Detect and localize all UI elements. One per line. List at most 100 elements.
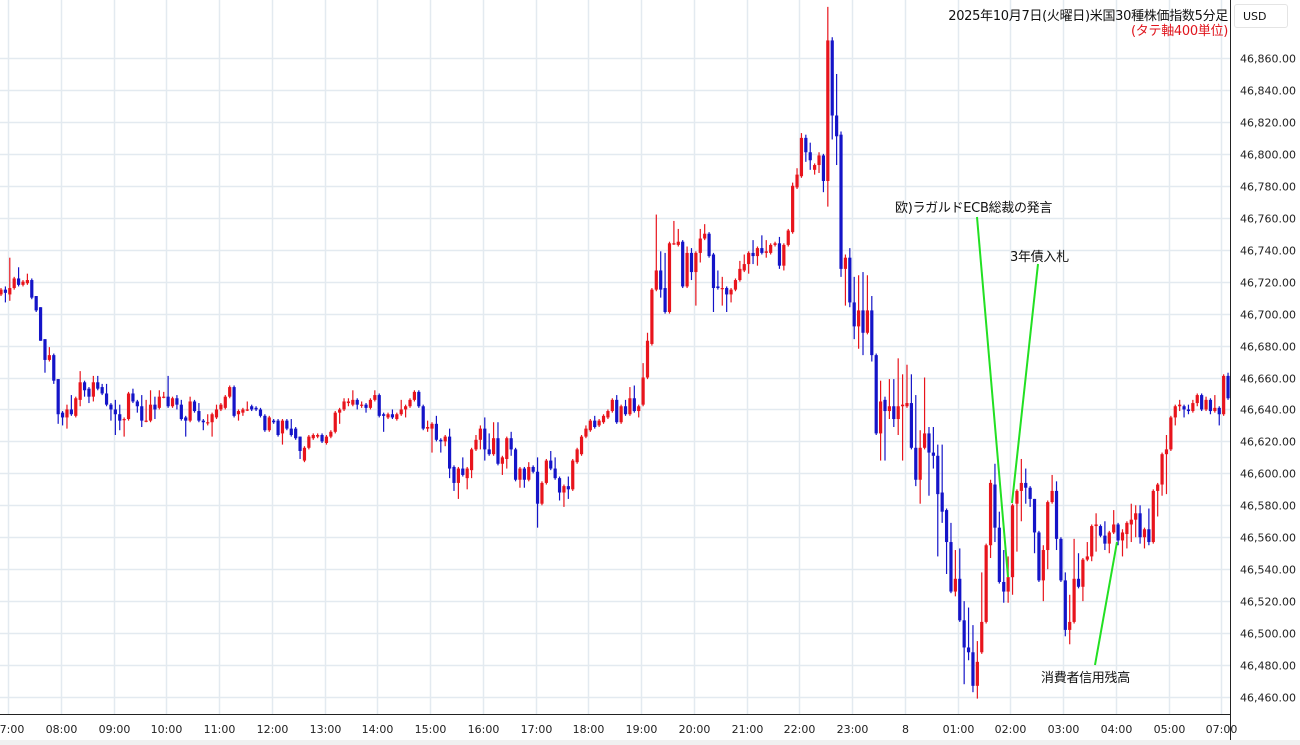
candle-body — [685, 252, 689, 287]
candle-up — [170, 396, 175, 408]
candle-up — [505, 436, 509, 469]
candle-up — [342, 398, 346, 412]
candle-up — [782, 243, 786, 271]
candle-body — [848, 257, 852, 303]
candle-down — [1028, 486, 1032, 507]
candle-body — [412, 391, 417, 400]
candle-up — [733, 278, 738, 292]
candle-up — [157, 390, 161, 410]
candle-body — [461, 468, 465, 475]
candle-up — [628, 387, 632, 416]
candle-body — [1226, 375, 1230, 399]
x-tick-label: 07:00 — [1206, 723, 1238, 736]
candle-body — [808, 152, 812, 161]
candle-down — [250, 404, 254, 412]
candle-down — [531, 465, 535, 474]
candle-body — [302, 447, 307, 461]
candle-body — [78, 382, 82, 400]
candle-body — [799, 137, 804, 177]
candle-down — [1116, 522, 1120, 546]
candle-body — [87, 388, 91, 397]
candle-up — [703, 224, 707, 241]
candle-down — [615, 395, 619, 424]
candle-down — [716, 270, 720, 290]
candle-body — [887, 406, 891, 412]
candle-body — [1072, 578, 1076, 622]
candle-down — [707, 232, 711, 258]
candle-body — [865, 310, 870, 333]
candle-body — [725, 288, 729, 295]
candle-up — [1046, 500, 1050, 570]
candle-body — [82, 382, 87, 391]
candle-down — [382, 412, 386, 432]
candle-body — [615, 399, 619, 423]
candle-body — [56, 379, 60, 415]
candle-up — [619, 404, 623, 424]
candle-up — [126, 391, 131, 421]
annotation-line-lagarde — [976, 216, 1009, 578]
candle-body — [307, 436, 311, 448]
candle-body — [140, 406, 144, 421]
candle-body — [857, 310, 861, 327]
candle-down — [861, 272, 865, 356]
candle-down — [56, 379, 60, 424]
candle-body — [896, 406, 900, 420]
candle-body — [219, 404, 223, 410]
candle-down — [461, 457, 465, 477]
candle-body — [426, 427, 430, 429]
candle-body — [452, 466, 456, 483]
candle-down — [839, 131, 843, 277]
currency-button[interactable]: USD — [1234, 4, 1288, 28]
candle-up — [408, 398, 412, 408]
candle-up — [685, 246, 689, 289]
candle-up — [742, 254, 746, 273]
candle-body — [1103, 535, 1107, 544]
candle-body — [1006, 577, 1010, 592]
candle-body — [1191, 403, 1195, 412]
candle-body — [997, 527, 1001, 582]
candle-down — [1098, 524, 1103, 538]
candle-down — [1063, 572, 1067, 637]
candle-up — [1085, 542, 1089, 562]
candle-up — [456, 466, 460, 499]
candle-down — [439, 438, 443, 453]
candle-down — [944, 508, 949, 574]
candle-body — [610, 399, 614, 412]
candle-up — [91, 375, 95, 402]
candle-body — [364, 404, 368, 408]
y-tick-label: 46,600.00 — [1240, 468, 1296, 481]
candle-body — [1178, 404, 1182, 407]
candle-up — [747, 251, 751, 274]
x-tick-label: 21:00 — [732, 723, 764, 736]
candle-body — [1059, 538, 1063, 581]
candle-down — [997, 511, 1001, 584]
candle-up — [953, 550, 957, 597]
candle-up — [1164, 435, 1169, 495]
candle-up — [395, 412, 399, 421]
candle-body — [1112, 524, 1116, 533]
candle-down — [421, 404, 425, 431]
candle-body — [201, 420, 205, 423]
x-tick-label: 14:00 — [362, 723, 394, 736]
candle-down — [1182, 404, 1186, 418]
candle-up — [1151, 489, 1155, 544]
candle-down — [535, 457, 540, 528]
candle-body — [751, 252, 755, 257]
candle-up — [214, 404, 219, 420]
candle-down — [417, 390, 421, 408]
y-tick-label: 46,460.00 — [1240, 692, 1296, 705]
candle-body — [443, 436, 447, 442]
candle-down — [914, 395, 918, 487]
candle-body — [228, 387, 232, 397]
time-axis[interactable]: 07:00 08:00 09:00 10:00 11:00 12:00 13:00 14:00… — [0, 723, 1237, 736]
candle-up — [500, 455, 504, 475]
candle-body — [777, 243, 782, 266]
y-tick-label: 46,740.00 — [1240, 245, 1296, 258]
candle-down — [931, 427, 935, 469]
candle-body — [272, 420, 276, 423]
candle-up — [1125, 521, 1129, 549]
candle-body — [1125, 522, 1129, 535]
candle-up — [645, 332, 650, 380]
candle-body — [883, 399, 887, 412]
price-axis[interactable]: 46,460.00 46,480.00 46,500.00 46,520.00 46,5… — [1240, 53, 1296, 705]
